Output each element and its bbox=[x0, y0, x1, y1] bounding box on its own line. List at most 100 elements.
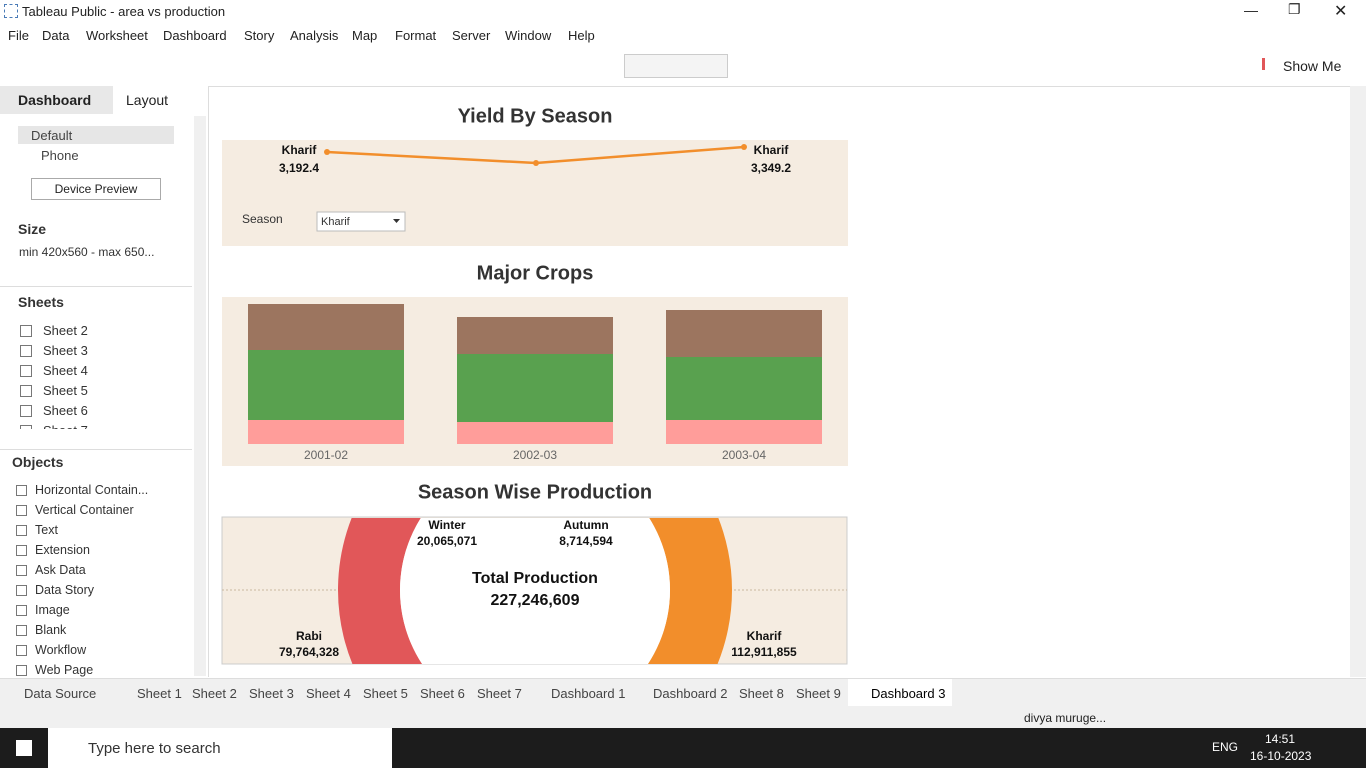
object-item[interactable]: Data Story bbox=[35, 583, 95, 597]
sheet-item[interactable]: Sheet 6 bbox=[43, 403, 88, 418]
size-value[interactable]: min 420x560 - max 650... bbox=[19, 245, 155, 259]
app-icon bbox=[4, 4, 18, 18]
sheet-item[interactable]: Sheet 2 bbox=[43, 323, 88, 338]
divider bbox=[0, 286, 192, 287]
x-tick-label: 2002-03 bbox=[513, 448, 557, 462]
clock-time[interactable]: 14:51 bbox=[1265, 732, 1296, 746]
toolbar-dropdown[interactable] bbox=[624, 54, 728, 78]
chart-title: Major Crops bbox=[477, 262, 594, 284]
language[interactable]: ENG bbox=[1212, 740, 1239, 754]
slice-label: Autumn bbox=[563, 518, 608, 532]
sheet-tab[interactable]: Sheet 3 bbox=[249, 686, 294, 701]
object-icon bbox=[16, 665, 27, 676]
filter-value: Kharif bbox=[321, 216, 351, 228]
sheet-tab[interactable]: Sheet 1 bbox=[137, 686, 182, 701]
status-bar: divya muruge... bbox=[0, 706, 1366, 728]
menu-item[interactable]: Dashboard bbox=[163, 28, 227, 43]
scrollbar[interactable] bbox=[194, 116, 206, 676]
active-tab-bg bbox=[848, 679, 952, 707]
clock-date[interactable]: 16-10-2023 bbox=[1250, 749, 1312, 763]
menu-item[interactable]: Story bbox=[244, 28, 275, 43]
close[interactable]: ✕ bbox=[1334, 3, 1348, 20]
sheet-tab[interactable]: Sheet 4 bbox=[306, 686, 351, 701]
object-item[interactable]: Horizontal Contain... bbox=[35, 483, 149, 497]
bar-segment bbox=[457, 422, 613, 444]
sheet-icon bbox=[20, 405, 32, 417]
menu-item[interactable]: Server bbox=[452, 28, 491, 43]
sheet-tab[interactable]: Sheet 2 bbox=[192, 686, 237, 701]
restore[interactable]: ❐ bbox=[1288, 1, 1301, 17]
taskbar: Type here to search ENG 14:51 16-10-2023 bbox=[0, 728, 1366, 768]
menu-item[interactable]: File bbox=[8, 28, 29, 43]
slice-value: 79,764,328 bbox=[279, 645, 339, 659]
bar-segment bbox=[457, 354, 613, 422]
filter-dropdown[interactable] bbox=[316, 211, 406, 232]
device-preview-button[interactable]: Device Preview bbox=[31, 178, 161, 200]
bar-segment bbox=[457, 317, 613, 354]
sheet-item[interactable]: Sheet 7 bbox=[43, 423, 88, 429]
object-item[interactable]: Ask Data bbox=[35, 563, 86, 577]
scrollbar[interactable] bbox=[1350, 86, 1366, 677]
menu-item[interactable]: Analysis bbox=[290, 28, 339, 43]
object-list: Horizontal Contain... Vertical Container T… bbox=[0, 481, 170, 677]
bar-segment bbox=[666, 357, 822, 420]
sheet-tab[interactable]: Data Source bbox=[24, 686, 97, 701]
search-placeholder[interactable]: Type here to search bbox=[88, 740, 221, 757]
device[interactable]: Phone bbox=[41, 148, 79, 163]
object-icon bbox=[16, 605, 27, 616]
object-item[interactable]: Text bbox=[35, 523, 58, 537]
menu-item[interactable]: Map bbox=[352, 28, 378, 43]
sheet-item[interactable]: Sheet 5 bbox=[43, 383, 88, 398]
section-title: Sheets bbox=[18, 294, 64, 310]
tab-active-bg bbox=[0, 86, 113, 114]
show-me[interactable]: Show Me bbox=[1283, 58, 1342, 74]
center-label: Total Production bbox=[472, 570, 598, 587]
device[interactable]: Default bbox=[31, 128, 73, 143]
side-tab[interactable]: Layout bbox=[126, 92, 169, 108]
menu-item[interactable]: Worksheet bbox=[86, 28, 148, 43]
dashboard: Yield By Season Kharif 3,192.4 Kharif 3,349.… bbox=[221, 105, 848, 665]
side-tab[interactable]: Dashboard bbox=[18, 92, 92, 108]
sheet-tab[interactable]: Sheet 9 bbox=[796, 686, 841, 701]
object-item[interactable]: Image bbox=[35, 603, 70, 617]
point-label: Kharif bbox=[282, 143, 318, 157]
show-me-icon bbox=[1262, 58, 1279, 70]
sheet-tab[interactable]: Dashboard 3 bbox=[871, 686, 946, 701]
section-title: Size bbox=[18, 221, 47, 237]
sheet-tab[interactable]: Dashboard 1 bbox=[551, 686, 626, 701]
menu-item[interactable]: Format bbox=[395, 28, 437, 43]
sheet-item[interactable]: Sheet 4 bbox=[43, 363, 88, 378]
chart-title: Yield By Season bbox=[458, 105, 613, 127]
object-item[interactable]: Extension bbox=[35, 543, 90, 557]
sheet-icon bbox=[20, 345, 32, 357]
menu-item[interactable]: Data bbox=[42, 28, 70, 43]
point bbox=[324, 148, 330, 155]
sheet-tab[interactable]: Dashboard 2 bbox=[653, 686, 728, 701]
bar-segment bbox=[666, 420, 822, 444]
sheet-item[interactable]: Sheet 3 bbox=[43, 343, 88, 358]
sheet-tab[interactable]: Sheet 7 bbox=[477, 686, 522, 701]
donut-hole bbox=[400, 518, 670, 664]
object-item[interactable]: Vertical Container bbox=[35, 503, 134, 517]
object-item[interactable]: Web Page bbox=[35, 663, 94, 677]
center-value: 227,246,609 bbox=[491, 592, 580, 609]
bar-segment bbox=[666, 310, 822, 357]
x-tick-label: 2001-02 bbox=[304, 448, 348, 462]
slice-label: Rabi bbox=[296, 629, 322, 643]
user[interactable]: divya muruge... bbox=[1024, 711, 1107, 725]
slice-label: Kharif bbox=[747, 629, 783, 643]
side-panel: Dashboard Layout Default Phone Device Pr… bbox=[0, 86, 209, 677]
minimize[interactable]: — bbox=[1244, 2, 1258, 18]
menu-item[interactable]: Help bbox=[568, 28, 595, 43]
sheet-tab[interactable]: Sheet 6 bbox=[420, 686, 465, 701]
sheet-icon bbox=[20, 365, 32, 377]
menu-item[interactable]: Window bbox=[505, 28, 552, 43]
sheet-tab[interactable]: Sheet 8 bbox=[739, 686, 784, 701]
search-box[interactable] bbox=[48, 728, 392, 768]
sheet-list: Sheet 2 Sheet 3 Sheet 4 Sheet 5 Sheet 6 Sheet… bbox=[0, 321, 182, 429]
object-item[interactable]: Workflow bbox=[35, 643, 87, 657]
object-item[interactable]: Blank bbox=[35, 623, 67, 637]
sheet-tab[interactable]: Sheet 5 bbox=[363, 686, 408, 701]
start-button[interactable] bbox=[16, 740, 32, 756]
